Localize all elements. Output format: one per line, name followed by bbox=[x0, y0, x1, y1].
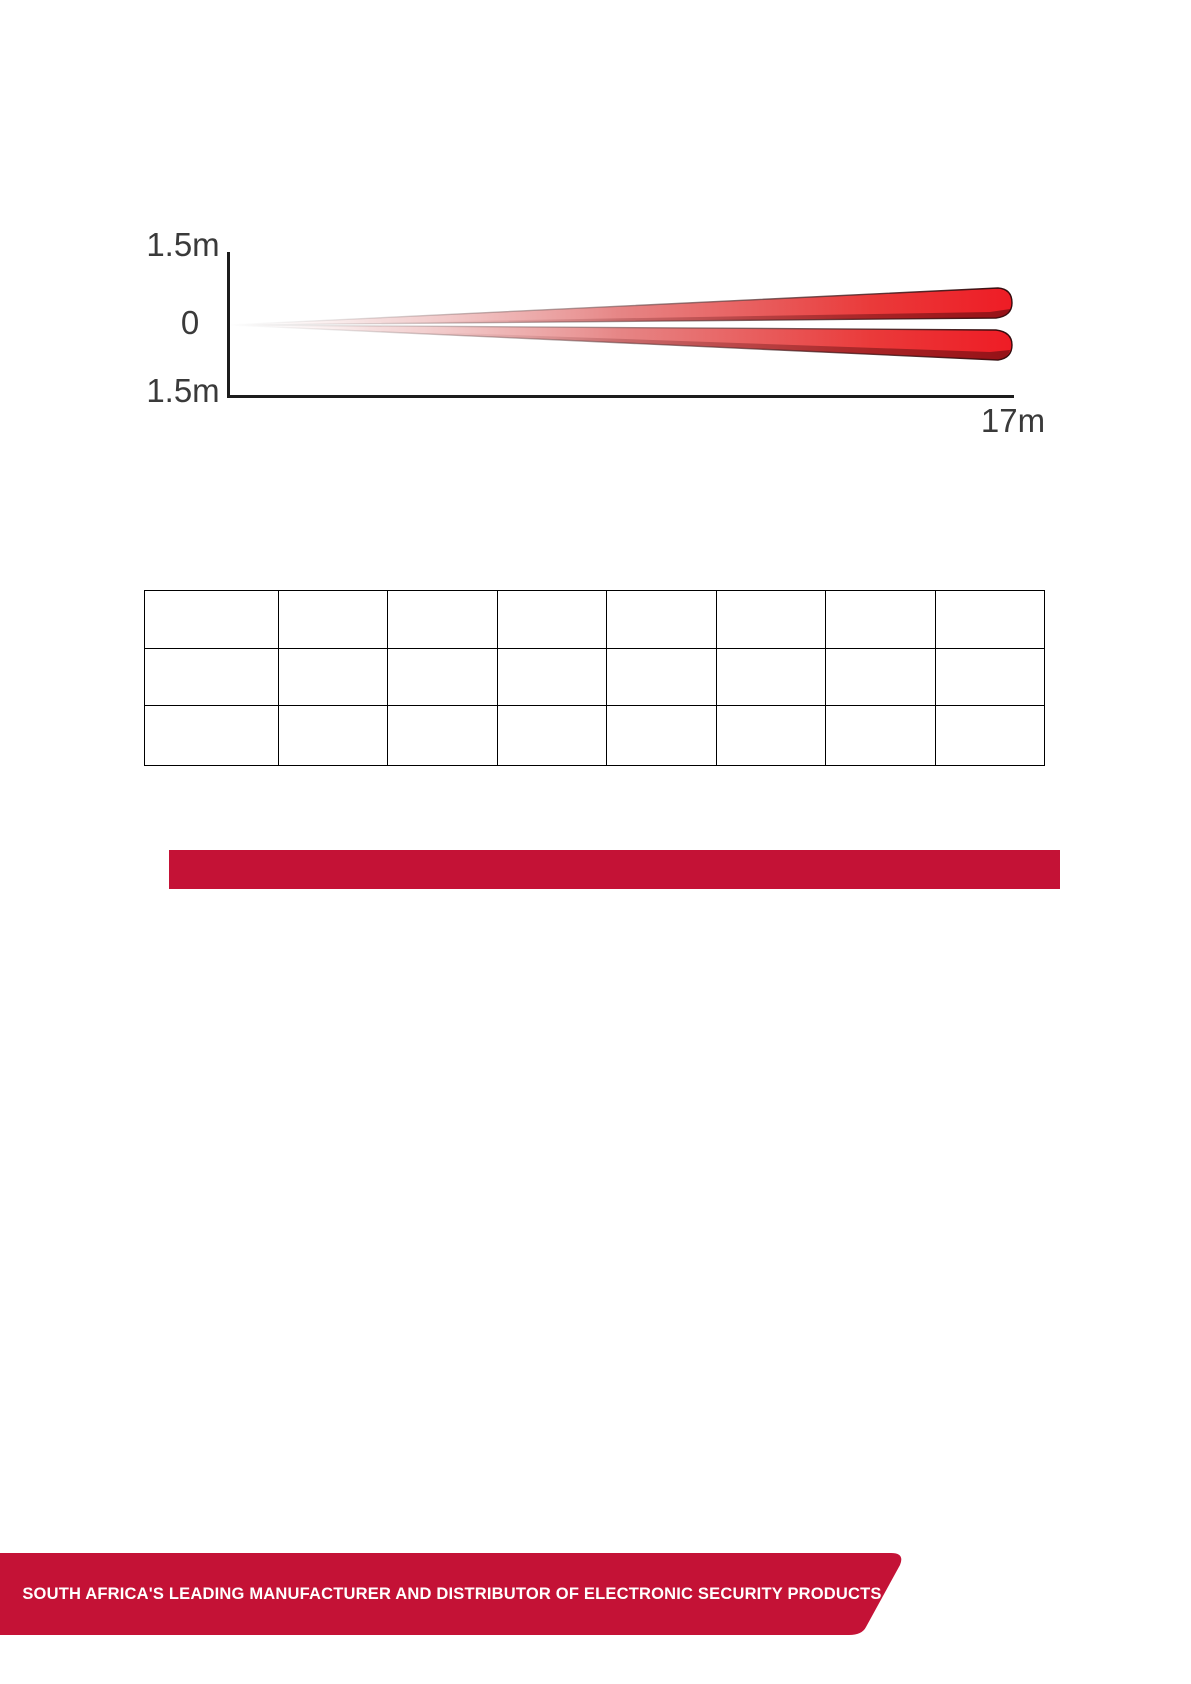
table-cell bbox=[825, 705, 936, 766]
table-cell bbox=[934, 705, 1046, 766]
table-cell bbox=[606, 648, 717, 706]
y-axis-bottom-label: 1.5m bbox=[146, 372, 220, 409]
table-cell bbox=[144, 590, 279, 649]
table-cell bbox=[277, 648, 389, 706]
spec-table-body bbox=[144, 590, 1046, 766]
detection-beams-graphic bbox=[229, 287, 1013, 361]
table-cell bbox=[277, 705, 389, 766]
table-cell bbox=[144, 705, 279, 766]
table-cell bbox=[496, 705, 608, 766]
upper-beam-shading bbox=[230, 309, 1010, 325]
table-cell bbox=[277, 590, 389, 649]
table-cell bbox=[934, 590, 1046, 649]
table-cell bbox=[825, 590, 936, 649]
table-cell bbox=[606, 705, 717, 766]
y-axis-top-label: 1.5m bbox=[146, 226, 220, 263]
table-cell bbox=[496, 590, 608, 649]
footer-slogan: SOUTH AFRICA'S LEADING MANUFACTURER AND … bbox=[22, 1584, 882, 1603]
footer-banner bbox=[0, 1553, 910, 1635]
horizontal-axis-line bbox=[227, 395, 1014, 398]
spec-table bbox=[144, 590, 1046, 766]
section-divider-bar bbox=[169, 850, 1060, 889]
table-cell bbox=[496, 648, 608, 706]
table-row bbox=[144, 590, 1046, 649]
table-cell bbox=[144, 648, 279, 706]
table-cell bbox=[715, 590, 827, 649]
footer-banner-shape bbox=[0, 1553, 902, 1635]
table-cell bbox=[606, 590, 717, 649]
table-cell bbox=[715, 648, 827, 706]
x-axis-range-label: 17m bbox=[980, 402, 1046, 439]
table-row bbox=[144, 705, 1046, 766]
lower-beam-shading bbox=[230, 325, 1010, 360]
table-cell bbox=[387, 648, 498, 706]
y-axis-zero-label: 0 bbox=[180, 304, 200, 341]
table-cell bbox=[387, 590, 498, 649]
table-cell bbox=[387, 705, 498, 766]
table-cell bbox=[715, 705, 827, 766]
vertical-axis-line bbox=[227, 252, 230, 398]
table-cell bbox=[825, 648, 936, 706]
table-row bbox=[144, 648, 1046, 706]
table-cell bbox=[934, 648, 1046, 706]
